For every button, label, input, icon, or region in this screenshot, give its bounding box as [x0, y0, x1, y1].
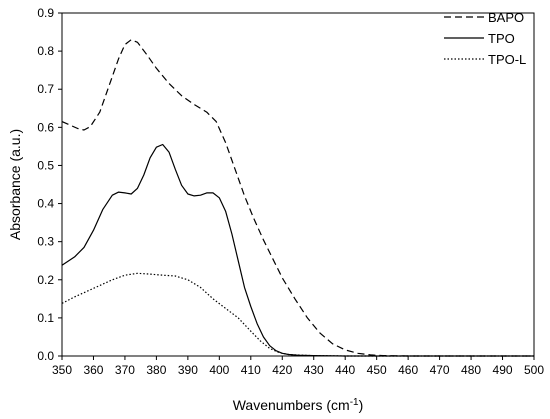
y-tick-label: 0.7: [37, 82, 54, 96]
series-layer: [61, 39, 534, 357]
series-line-bapo: [61, 39, 534, 357]
x-tick-label: 460: [398, 363, 418, 377]
x-tick-label: 370: [115, 363, 135, 377]
y-tick-label: 0.1: [37, 311, 54, 325]
x-tick-label: 430: [304, 363, 324, 377]
x-tick-label: 500: [524, 363, 544, 377]
x-tick-label: 400: [209, 363, 229, 377]
series-line-tpo-l: [61, 272, 534, 357]
legend-label-tpo-l: TPO-L: [488, 52, 526, 67]
x-tick-label: 410: [241, 363, 261, 377]
x-axis-title-end: ): [359, 397, 364, 413]
y-tick-label: 0.3: [37, 235, 54, 249]
x-tick-label: 470: [430, 363, 450, 377]
y-tick-label: 0.5: [37, 158, 54, 172]
x-tick-label: 450: [367, 363, 387, 377]
y-tick-label: 0.4: [37, 197, 54, 211]
x-tick-label: 350: [52, 363, 72, 377]
x-tick-label: 420: [272, 363, 292, 377]
x-axis-title: Wavenumbers (cm-1): [233, 397, 364, 413]
y-axis-title: Absorbance (a.u.): [7, 129, 23, 240]
series-line-tpo: [61, 143, 534, 357]
y-tick-label: 0.0: [37, 349, 54, 363]
x-axis-title-sup: -1: [350, 397, 359, 408]
y-tick-label: 0.8: [37, 44, 54, 58]
legend: BAPO TPO TPO-L: [444, 10, 526, 67]
plot-frame: [61, 12, 535, 357]
x-tick-label: 380: [146, 363, 166, 377]
x-tick-label: 440: [335, 363, 355, 377]
y-tick-label: 0.6: [37, 120, 54, 134]
x-tick-label: 390: [178, 363, 198, 377]
y-tick-label: 0.2: [37, 273, 54, 287]
x-axis-title-main: Wavenumbers (cm: [233, 397, 350, 413]
x-tick-label: 360: [83, 363, 103, 377]
legend-label-tpo: TPO: [488, 31, 515, 46]
y-tick-label: 0.9: [37, 6, 54, 20]
axis-ticks: 350 360 370 380 390 400 410 420 430 440 450 460 470 4…: [37, 6, 544, 377]
x-tick-label: 480: [461, 363, 481, 377]
x-tick-label: 490: [493, 363, 513, 377]
legend-label-bapo: BAPO: [488, 10, 524, 25]
